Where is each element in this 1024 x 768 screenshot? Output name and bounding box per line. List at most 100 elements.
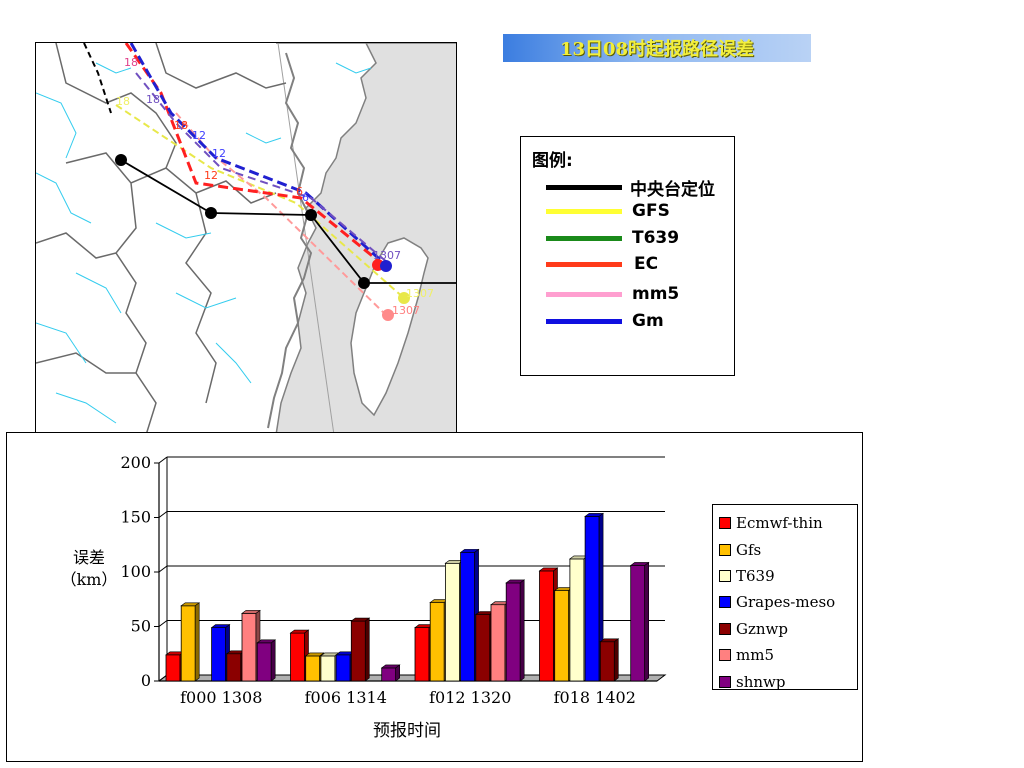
province-boundary: [36, 43, 287, 433]
mm5-track: [175, 112, 387, 316]
x-tick-label: f012 1320: [429, 688, 511, 707]
meridian-line: [277, 43, 335, 433]
observed-track-history: [83, 43, 112, 114]
ec-track: [124, 43, 382, 265]
track-label: 6: [302, 191, 309, 204]
map-legend-item: Gm: [546, 311, 664, 331]
chart-legend-item: Gznwp: [713, 616, 857, 642]
bar-ecmwf-thin: [165, 654, 181, 682]
bar-side: [614, 638, 619, 682]
legend-label: T639: [736, 566, 775, 585]
bar-gfs: [554, 590, 570, 682]
bar-shnwp: [505, 582, 521, 682]
bar-side: [270, 639, 276, 682]
bar-gfs: [305, 655, 321, 682]
legend-label: Grapes-meso: [736, 593, 836, 612]
legend-label: mm5: [632, 284, 680, 304]
y-tick-label: 200: [120, 453, 151, 472]
bar-t639: [569, 558, 585, 682]
chart-legend-item: Ecmwf-thin: [713, 510, 857, 536]
track-map: 18 18 18 18 12 12 12 6 6 1307 1307 1307: [35, 42, 457, 434]
bar-ecmwf-thin: [539, 570, 554, 682]
official-position: [305, 209, 317, 221]
y-tick-label: 50: [131, 617, 151, 636]
chart-legend-item: Gfs: [713, 536, 857, 562]
bar-gznwp: [475, 614, 491, 682]
bar-shnwp: [381, 667, 397, 682]
track-label: 12: [212, 147, 226, 160]
rivers: [36, 62, 372, 424]
official-position: [205, 207, 217, 219]
legend-swatch: [719, 622, 731, 635]
y-tick-label: 150: [120, 508, 151, 527]
x-tick-label: f018 1402: [554, 688, 636, 707]
legend-swatch: [719, 543, 731, 556]
legend-label: shnwp: [736, 672, 786, 691]
map-legend-item: GFS: [546, 201, 670, 221]
bar-side: [395, 664, 400, 682]
bar-gznwp: [599, 641, 615, 682]
chart-x-axis-label: 预报时间: [373, 721, 441, 741]
chart-legend-item: shnwp: [713, 668, 857, 694]
chart-legend-item: Grapes-meso: [713, 589, 857, 615]
map-legend-item: EC: [546, 254, 658, 274]
bar-grapes-meso: [460, 551, 476, 682]
bar-t639: [444, 562, 460, 682]
sea-area: [275, 43, 456, 433]
bar-mm5: [490, 604, 506, 682]
track-label: 1307: [373, 249, 401, 262]
chart-gridline-diagonal: [158, 565, 168, 573]
y-axis-label-line: （km）: [60, 570, 118, 589]
legend-swatch: [546, 261, 622, 267]
bar-gfs: [429, 602, 445, 682]
legend-swatch: [719, 596, 731, 609]
bar-side: [194, 602, 200, 682]
legend-label: GFS: [632, 201, 670, 221]
official-position: [115, 154, 127, 166]
x-tick-label: f000 1308: [180, 688, 262, 707]
y-tick-label: 0: [141, 671, 151, 690]
track-label: 1307: [406, 287, 434, 300]
x-tick-label: f006 1314: [305, 688, 387, 707]
bar-side: [644, 561, 649, 682]
bar-mm5: [241, 613, 257, 682]
error-bar-chart: 0 50 100 150 200 f000 1308 f006 1314 f012 1320 f…: [120, 453, 667, 707]
track-label: 18: [124, 56, 138, 69]
track-label: 6: [296, 185, 303, 198]
legend-label: T639: [632, 228, 680, 248]
error-chart-panel: 0 50 100 150 200 f000 1308 f006 1314 f012 1320 f…: [6, 432, 863, 762]
legend-swatch: [719, 569, 731, 582]
chart-gridline-diagonal: [158, 456, 168, 464]
legend-swatch: [546, 291, 622, 297]
track-label: 18: [174, 119, 188, 132]
bar-shnwp: [630, 565, 646, 682]
chart-gridline-diagonal: [158, 511, 168, 518]
chart-legend-item: mm5: [713, 642, 857, 668]
gm-final-position: [380, 260, 392, 272]
legend-label: Ecmwf-thin: [736, 514, 823, 533]
bar-side: [365, 617, 370, 682]
map-legend-item: 中央台定位: [546, 177, 715, 200]
legend-swatch: [719, 649, 731, 662]
y-axis-label-line: 误差: [72, 548, 105, 567]
chart-gridline-diagonal: [158, 620, 168, 627]
legend-label: 中央台定位: [630, 179, 715, 200]
track-label: 12: [204, 169, 218, 182]
bar-grapes-meso: [211, 627, 227, 682]
legend-swatch: [719, 675, 731, 688]
map-legend-title: 图例:: [532, 151, 573, 171]
track-label: 12: [192, 129, 206, 142]
legend-label: mm5: [736, 646, 774, 665]
chart-y-axis-label: 误差 （km）: [59, 547, 119, 591]
title-banner: 13日08时起报路径误差: [503, 34, 811, 62]
bar-side: [519, 579, 525, 682]
bar-t639: [320, 655, 336, 682]
track-label: 18: [146, 93, 160, 106]
legend-label: Gfs: [736, 540, 762, 559]
track-map-svg: 18 18 18 18 12 12 12 6 6 1307 1307 1307: [36, 43, 456, 433]
legend-swatch: [546, 235, 622, 241]
bar-gfs: [180, 605, 196, 682]
page-title: 13日08时起报路径误差: [559, 39, 755, 60]
legend-label: Gznwp: [736, 619, 788, 638]
map-legend: 图例: 中央台定位 GFS T639 EC mm5 Gm: [520, 136, 735, 376]
